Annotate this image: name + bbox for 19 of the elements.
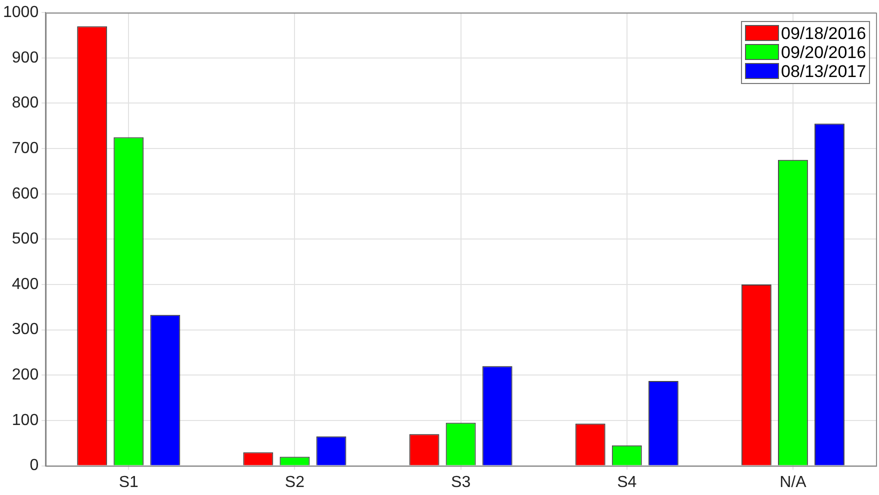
x-tick-label: S1	[118, 474, 139, 491]
y-tick-label: 400	[12, 276, 39, 293]
y-tick-label: 900	[12, 49, 39, 66]
y-tick-label: 600	[12, 185, 39, 202]
y-tick-label: 200	[12, 366, 39, 384]
x-tick-label: S2	[284, 474, 305, 491]
y-tick-label: 300	[12, 321, 39, 338]
y-tick-label: 500	[12, 230, 39, 248]
y-tick-label: 100	[12, 412, 39, 429]
legend-label: 09/18/2016	[781, 24, 866, 43]
legend-label: 09/20/2016	[781, 42, 866, 62]
x-tick-label: N/A	[780, 474, 807, 491]
y-tick-label: 700	[12, 140, 39, 157]
legend-label: 08/13/2017	[781, 62, 866, 81]
y-tick-label: 1000	[3, 4, 39, 22]
x-tick-label: S3	[451, 474, 471, 491]
x-tick-label: S4	[617, 474, 637, 491]
y-tick-label: 0	[30, 457, 39, 474]
y-tick-label: 800	[12, 94, 39, 112]
